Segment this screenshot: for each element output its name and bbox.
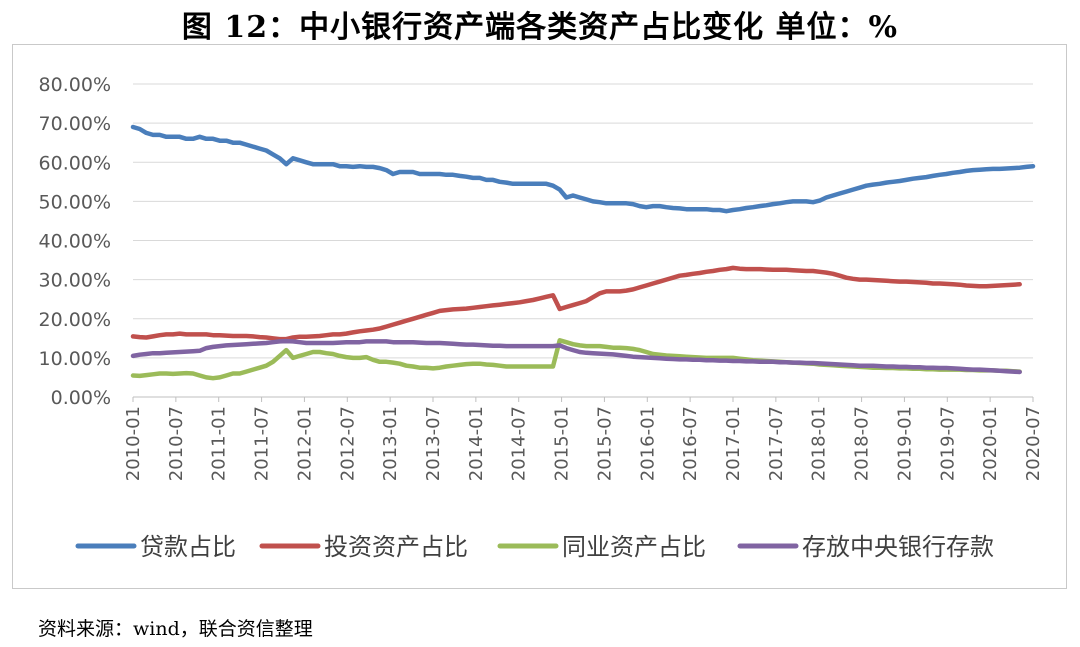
x-tick-label: 2017-07: [766, 406, 787, 481]
x-tick-label: 2012-01: [294, 406, 315, 481]
series-line-1: [130, 124, 1036, 214]
x-tick-label: 2018-07: [852, 406, 873, 481]
legend-label: 同业资产占比: [562, 533, 706, 561]
x-tick-label: 2014-07: [509, 406, 530, 481]
legend-label: 存放中央银行存款: [802, 533, 994, 561]
x-tick-label: 2013-01: [380, 406, 401, 481]
x-tick-label: 2011-07: [252, 406, 273, 481]
y-tick-label: 30.00%: [39, 270, 111, 292]
y-tick-label: 50.00%: [39, 191, 111, 213]
x-tick-label: 2010-07: [166, 406, 187, 481]
x-tick-label: 2014-01: [466, 406, 487, 481]
x-tick-label: 2016-07: [680, 406, 701, 481]
x-tick-label: 2015-07: [594, 406, 615, 481]
series-line-3: [130, 338, 1022, 381]
x-tick-label: 2019-01: [894, 406, 915, 481]
series-line-4: [130, 338, 1022, 375]
y-tick-label: 20.00%: [39, 309, 111, 331]
y-tick-label: 80.00%: [39, 74, 111, 96]
y-tick-label: 60.00%: [39, 152, 111, 174]
x-tick-label: 2020-07: [1023, 406, 1044, 481]
x-tick-label: 2019-07: [937, 406, 958, 481]
y-tick-label: 0.00%: [51, 387, 111, 409]
y-tick-label: 10.00%: [39, 348, 111, 370]
chart-frame: [12, 44, 1067, 589]
x-tick-label: 2012-07: [337, 406, 358, 481]
legend-label: 投资资产占比: [324, 533, 468, 561]
series-line-2: [130, 265, 1022, 342]
chart-title: 图 12：中小银行资产端各类资产占比变化 单位：%: [181, 10, 899, 45]
x-tick-label: 2013-07: [423, 406, 444, 481]
y-tick-label: 40.00%: [39, 231, 111, 253]
y-tick-label: 70.00%: [39, 113, 111, 135]
x-tick-label: 2020-01: [980, 406, 1001, 481]
x-tick-label: 2010-01: [123, 406, 144, 481]
x-tick-label: 2011-01: [209, 406, 230, 481]
x-tick-label: 2018-01: [809, 406, 830, 481]
x-tick-label: 2015-01: [552, 406, 573, 481]
legend-label: 贷款占比: [140, 533, 236, 561]
source-note: 资料来源：wind，联合资信整理: [38, 618, 313, 640]
x-tick-label: 2016-01: [637, 406, 658, 481]
x-tick-label: 2017-01: [723, 406, 744, 481]
